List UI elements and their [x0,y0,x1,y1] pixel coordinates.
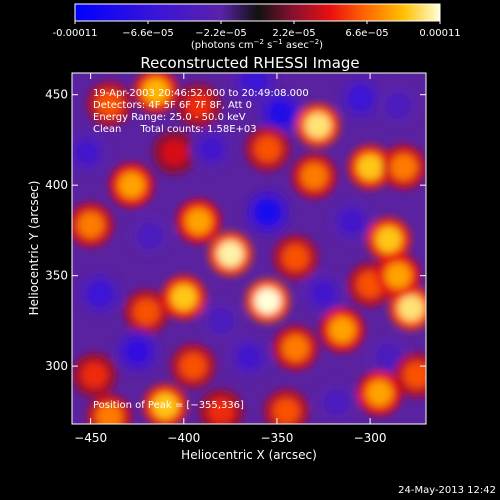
x-tick-label: −350 [260,431,293,445]
heatmap-cell [347,85,374,112]
heatmap-cell [403,362,426,389]
heatmap-cell [357,154,384,181]
heatmap-cell [323,389,350,416]
footer-timestamp: 24-May-2013 12:42 [398,485,496,496]
annotation-time: 19-Apr-2003 20:46:52.000 to 20:49:08.000 [93,88,309,99]
heatmap-cell [273,398,300,424]
y-tick-label: 400 [45,178,68,192]
heatmap-cell [398,295,425,322]
heatmap-cell [390,154,417,181]
heatmap-cell [133,298,160,325]
heatmap-cell [208,398,235,424]
heatmap-cell [254,135,281,162]
colorbar-tick-label: 2.2e−05 [272,28,315,39]
annotation-detectors: Detectors: 4F 5F 6F 7F 8F, Att 0 [93,100,252,111]
heatmap-cell [180,353,207,380]
colorbar [74,3,441,22]
x-tick-label: −300 [354,431,387,445]
colorbar-tick-label: 6.6e−05 [345,28,388,39]
colorbar-tick-label: −6.6e−05 [122,28,174,39]
x-tick-label: −450 [74,431,107,445]
heatmap-cell [73,139,100,166]
heatmap-cell [185,92,212,119]
peak-position-label: Position of Peak = [−355,336] [93,400,244,411]
colorbar-tick-label: -0.00011 [53,28,98,39]
heatmap-cell [96,403,123,424]
heatmap-cell [137,222,164,249]
heatmap-cell [241,73,268,94]
x-tick-label: −400 [167,431,200,445]
heatmap-cell [236,344,262,371]
heatmap-cell [170,284,197,311]
colorbar-ticks: -0.00011 −6.6e−05 −2.2e−05 2.2e−05 6.6e−05 0.… [53,21,461,39]
annotation-block: 19-Apr-2003 20:46:52.000 to 20:49:08.000… [93,88,309,135]
heatmap-cell [366,380,393,407]
heatmap-cell [161,139,188,166]
y-tick-label: 450 [45,88,68,102]
heatmap-cell [304,112,331,139]
heatmap-cell [385,92,412,119]
heatmap-cell [81,362,108,389]
y-tick-label: 350 [45,269,68,283]
heatmap-cell [375,226,402,253]
heatmap-cell [77,211,104,238]
heatmap-cell [254,199,281,226]
heatmap-cell [152,392,179,419]
colorbar-units: (photons cm−2 s−1 asec−2) [191,38,323,51]
heatmap-cell [375,344,402,371]
heatmap-cell [254,287,281,314]
heatmap-cell [217,240,244,267]
heatmap-cell [282,335,309,362]
heatmap-cell [124,338,151,365]
heatmap-cell [310,280,337,307]
heatmap-cell [267,99,294,126]
heatmap-cell [142,78,169,105]
chart-title: Reconstructed RHESSI Image [140,54,359,72]
heatmap-cell [118,172,145,199]
x-axis-ticks: −450 −400 −350 −300 [74,73,387,445]
heatmap-cell [329,316,356,343]
heatmap-cell [338,208,365,235]
heatmap-cell [96,90,123,117]
colorbar-tick-label: −2.2e−05 [195,28,247,39]
colorbar-tick-label: 0.00011 [419,28,460,39]
plot-frame [71,72,427,425]
heatmap-cell [301,163,328,190]
heatmap-cell [185,208,212,235]
heatmap-cell [385,262,412,289]
y-tick-label: 300 [45,359,68,373]
heatmap-image [72,73,426,424]
heatmap-cell [208,307,235,334]
heatmap-cell [282,244,309,271]
annotation-clean: Clean Total counts: 1.58E+03 [93,124,257,135]
y-axis-label: Heliocentric Y (arcsec) [27,181,41,316]
heatmap-cell [86,280,113,307]
annotation-energy: Energy Range: 25.0 - 50.0 keV [93,112,246,123]
x-axis-label: Heliocentric X (arcsec) [181,448,317,462]
heatmap-cell [198,135,225,162]
y-axis-ticks: 300 350 400 450 [45,88,426,373]
